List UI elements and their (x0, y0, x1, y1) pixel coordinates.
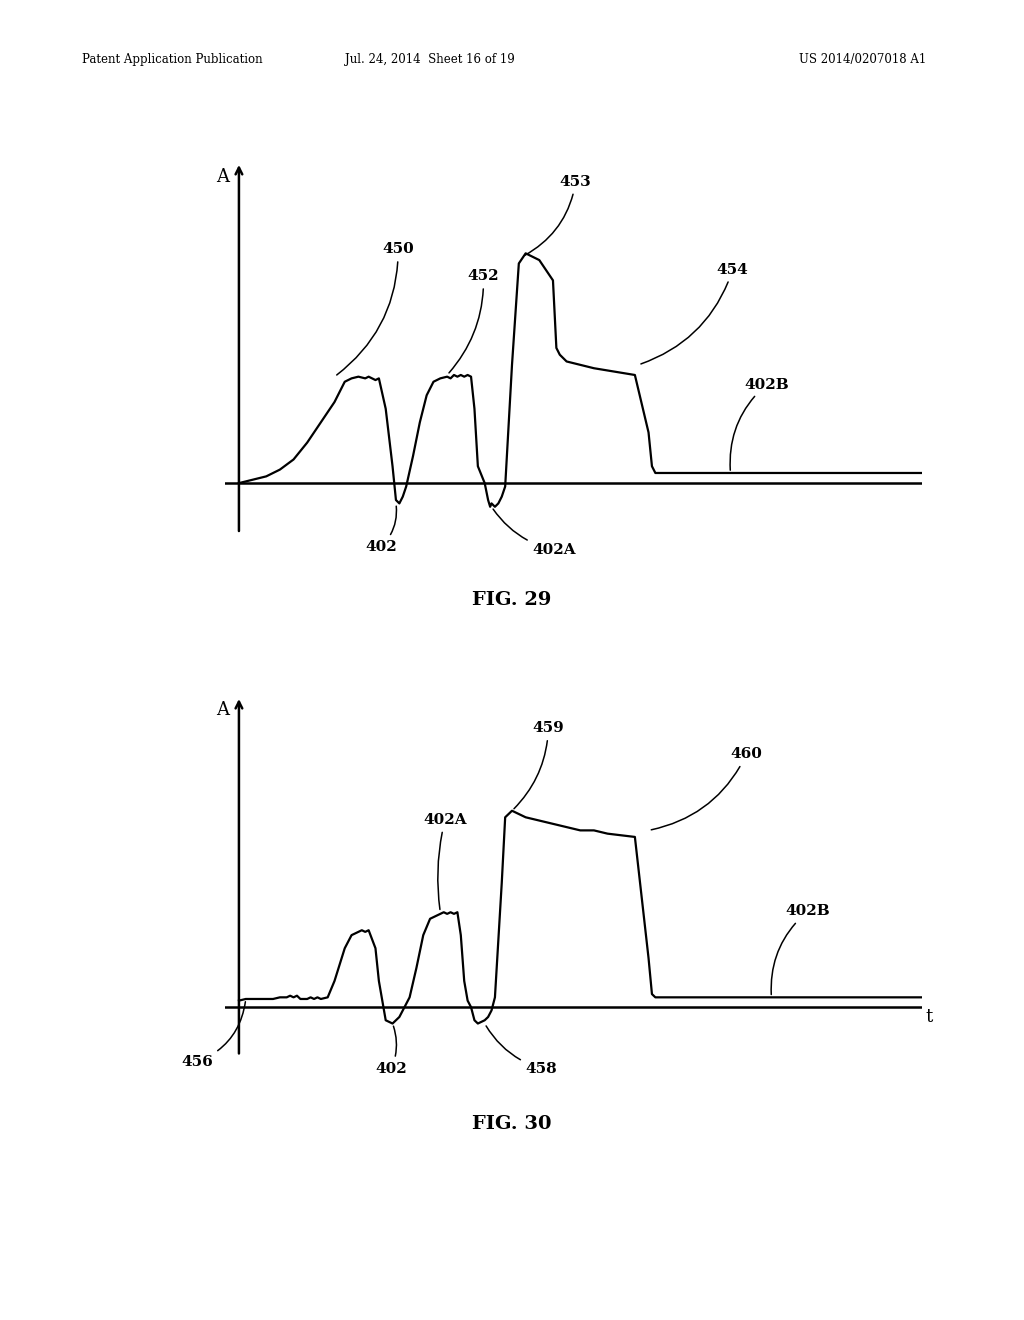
Text: A: A (216, 168, 228, 186)
Text: 402B: 402B (771, 904, 829, 994)
Text: 402A: 402A (423, 813, 467, 909)
Text: Jul. 24, 2014  Sheet 16 of 19: Jul. 24, 2014 Sheet 16 of 19 (345, 53, 515, 66)
Text: FIG. 30: FIG. 30 (472, 1115, 552, 1134)
Text: 402B: 402B (730, 378, 788, 470)
Text: FIG. 29: FIG. 29 (472, 591, 552, 610)
Text: US 2014/0207018 A1: US 2014/0207018 A1 (799, 53, 926, 66)
Text: 460: 460 (651, 747, 762, 830)
Text: 402: 402 (366, 506, 397, 553)
Text: 459: 459 (514, 721, 564, 809)
Text: 452: 452 (449, 269, 500, 374)
Text: 402: 402 (376, 1026, 408, 1076)
Text: 458: 458 (486, 1026, 557, 1076)
Text: 456: 456 (181, 1002, 246, 1069)
Text: 402A: 402A (494, 510, 577, 557)
Text: 454: 454 (641, 263, 749, 364)
Text: t: t (925, 1008, 932, 1026)
Text: A: A (216, 701, 228, 719)
Text: Patent Application Publication: Patent Application Publication (82, 53, 262, 66)
Text: 450: 450 (337, 243, 414, 375)
Text: 453: 453 (524, 174, 592, 255)
